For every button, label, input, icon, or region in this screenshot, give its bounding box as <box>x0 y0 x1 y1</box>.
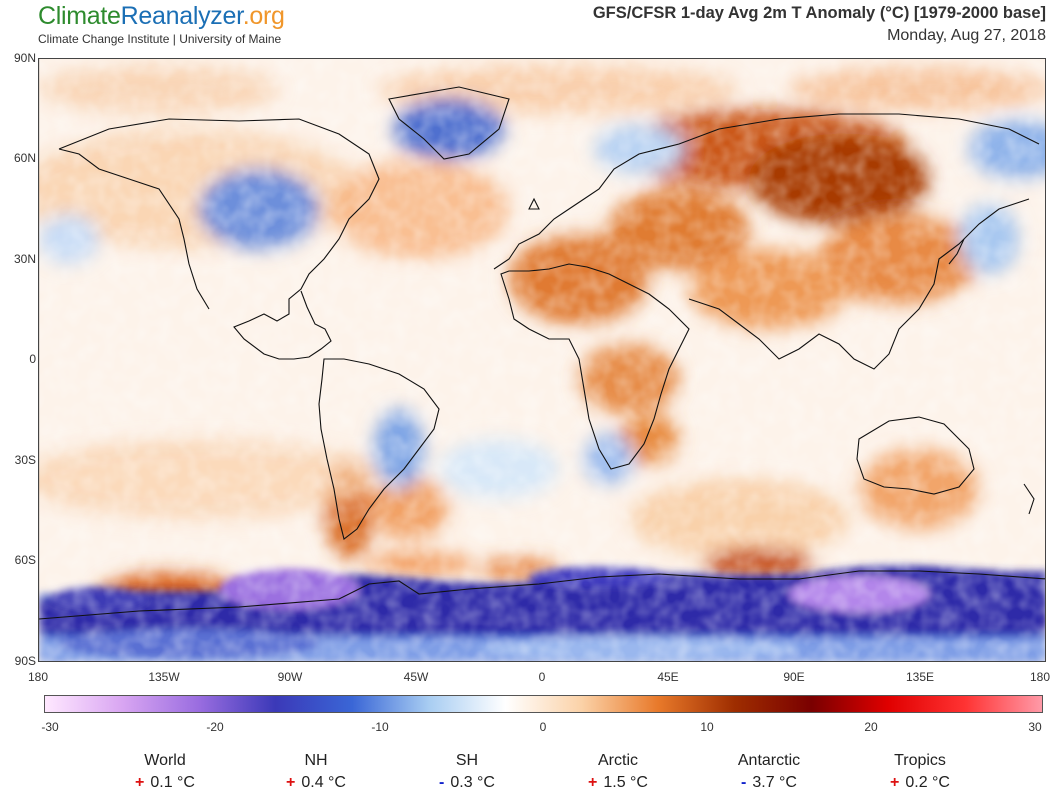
lat-label-30n: 30N <box>13 252 36 266</box>
colorbar-label-neg20: -20 <box>206 720 224 734</box>
stat-nh-name: NH <box>304 752 328 769</box>
map-title: GFS/CFSR 1-day Avg 2m T Anomaly (°C) [19… <box>592 4 1046 22</box>
stat-arctic: Arctic +1.5 °C <box>558 752 678 792</box>
map-date: Monday, Aug 27, 2018 <box>887 27 1046 44</box>
stat-arctic-name: Arctic <box>598 752 638 769</box>
logo-part-reanalyzer: Reanalyzer <box>120 2 243 30</box>
stat-antarctic-value: 3.7 °C <box>752 774 797 791</box>
stat-arctic-value: 1.5 °C <box>603 774 648 791</box>
stat-antarctic-name: Antarctic <box>737 752 801 769</box>
colorbar-label-30: 30 <box>1028 720 1042 734</box>
colorbar-label-0: 0 <box>539 720 547 734</box>
stat-sh-sign: - <box>439 774 445 791</box>
stat-world-name: World <box>144 752 186 769</box>
anomaly-map-svg <box>39 59 1045 661</box>
lat-label-90n: 90N <box>13 51 36 65</box>
colorbar-label-10: 10 <box>700 720 714 734</box>
lon-label-45e: 45E <box>657 670 679 684</box>
site-subtitle: Climate Change Institute | University of… <box>38 32 282 46</box>
stat-nh: NH +0.4 °C <box>256 752 376 792</box>
stat-antarctic: Antarctic -3.7 °C <box>709 752 829 792</box>
anomaly-map[interactable] <box>38 58 1046 662</box>
logo-part-org: .org <box>242 2 285 30</box>
colorbar <box>44 695 1043 713</box>
stat-tropics: Tropics +0.2 °C <box>860 752 980 792</box>
logo[interactable]: ClimateReanalyzer.org <box>38 2 285 31</box>
colorbar-label-neg30: -30 <box>41 720 59 734</box>
lon-label-180e: 180 <box>1029 670 1051 684</box>
lat-label-0: 0 <box>29 352 36 366</box>
stat-tropics-name: Tropics <box>894 752 946 769</box>
logo-part-climate: Climate <box>38 2 121 30</box>
lon-label-135e: 135E <box>905 670 935 684</box>
colorbar-label-20: 20 <box>864 720 878 734</box>
stat-tropics-value: 0.2 °C <box>905 774 950 791</box>
field-texture <box>39 59 1045 661</box>
lat-label-30s: 30S <box>14 453 36 467</box>
stat-world: World +0.1 °C <box>105 752 225 792</box>
stat-sh: SH -0.3 °C <box>407 752 527 792</box>
stat-world-value: 0.1 °C <box>150 774 195 791</box>
stat-sh-value: 0.3 °C <box>450 774 495 791</box>
stat-tropics-sign: + <box>890 774 900 791</box>
coastlines <box>39 86 1045 620</box>
stat-sh-name: SH <box>455 752 479 769</box>
stat-world-sign: + <box>135 774 145 791</box>
lat-label-60n: 60N <box>13 151 36 165</box>
lon-label-90e: 90E <box>783 670 805 684</box>
stat-antarctic-sign: - <box>741 774 747 791</box>
stat-arctic-sign: + <box>588 774 598 791</box>
colorbar-label-neg10: -10 <box>371 720 389 734</box>
stat-nh-value: 0.4 °C <box>301 774 346 791</box>
stat-nh-sign: + <box>286 774 296 791</box>
lon-label-90w: 90W <box>277 670 303 684</box>
lon-label-0: 0 <box>538 670 546 684</box>
lon-label-45w: 45W <box>403 670 429 684</box>
lon-label-135w: 135W <box>148 670 180 684</box>
lat-label-60s: 60S <box>14 553 36 567</box>
lon-label-180w: 180 <box>27 670 49 684</box>
lat-label-90s: 90S <box>14 654 36 668</box>
